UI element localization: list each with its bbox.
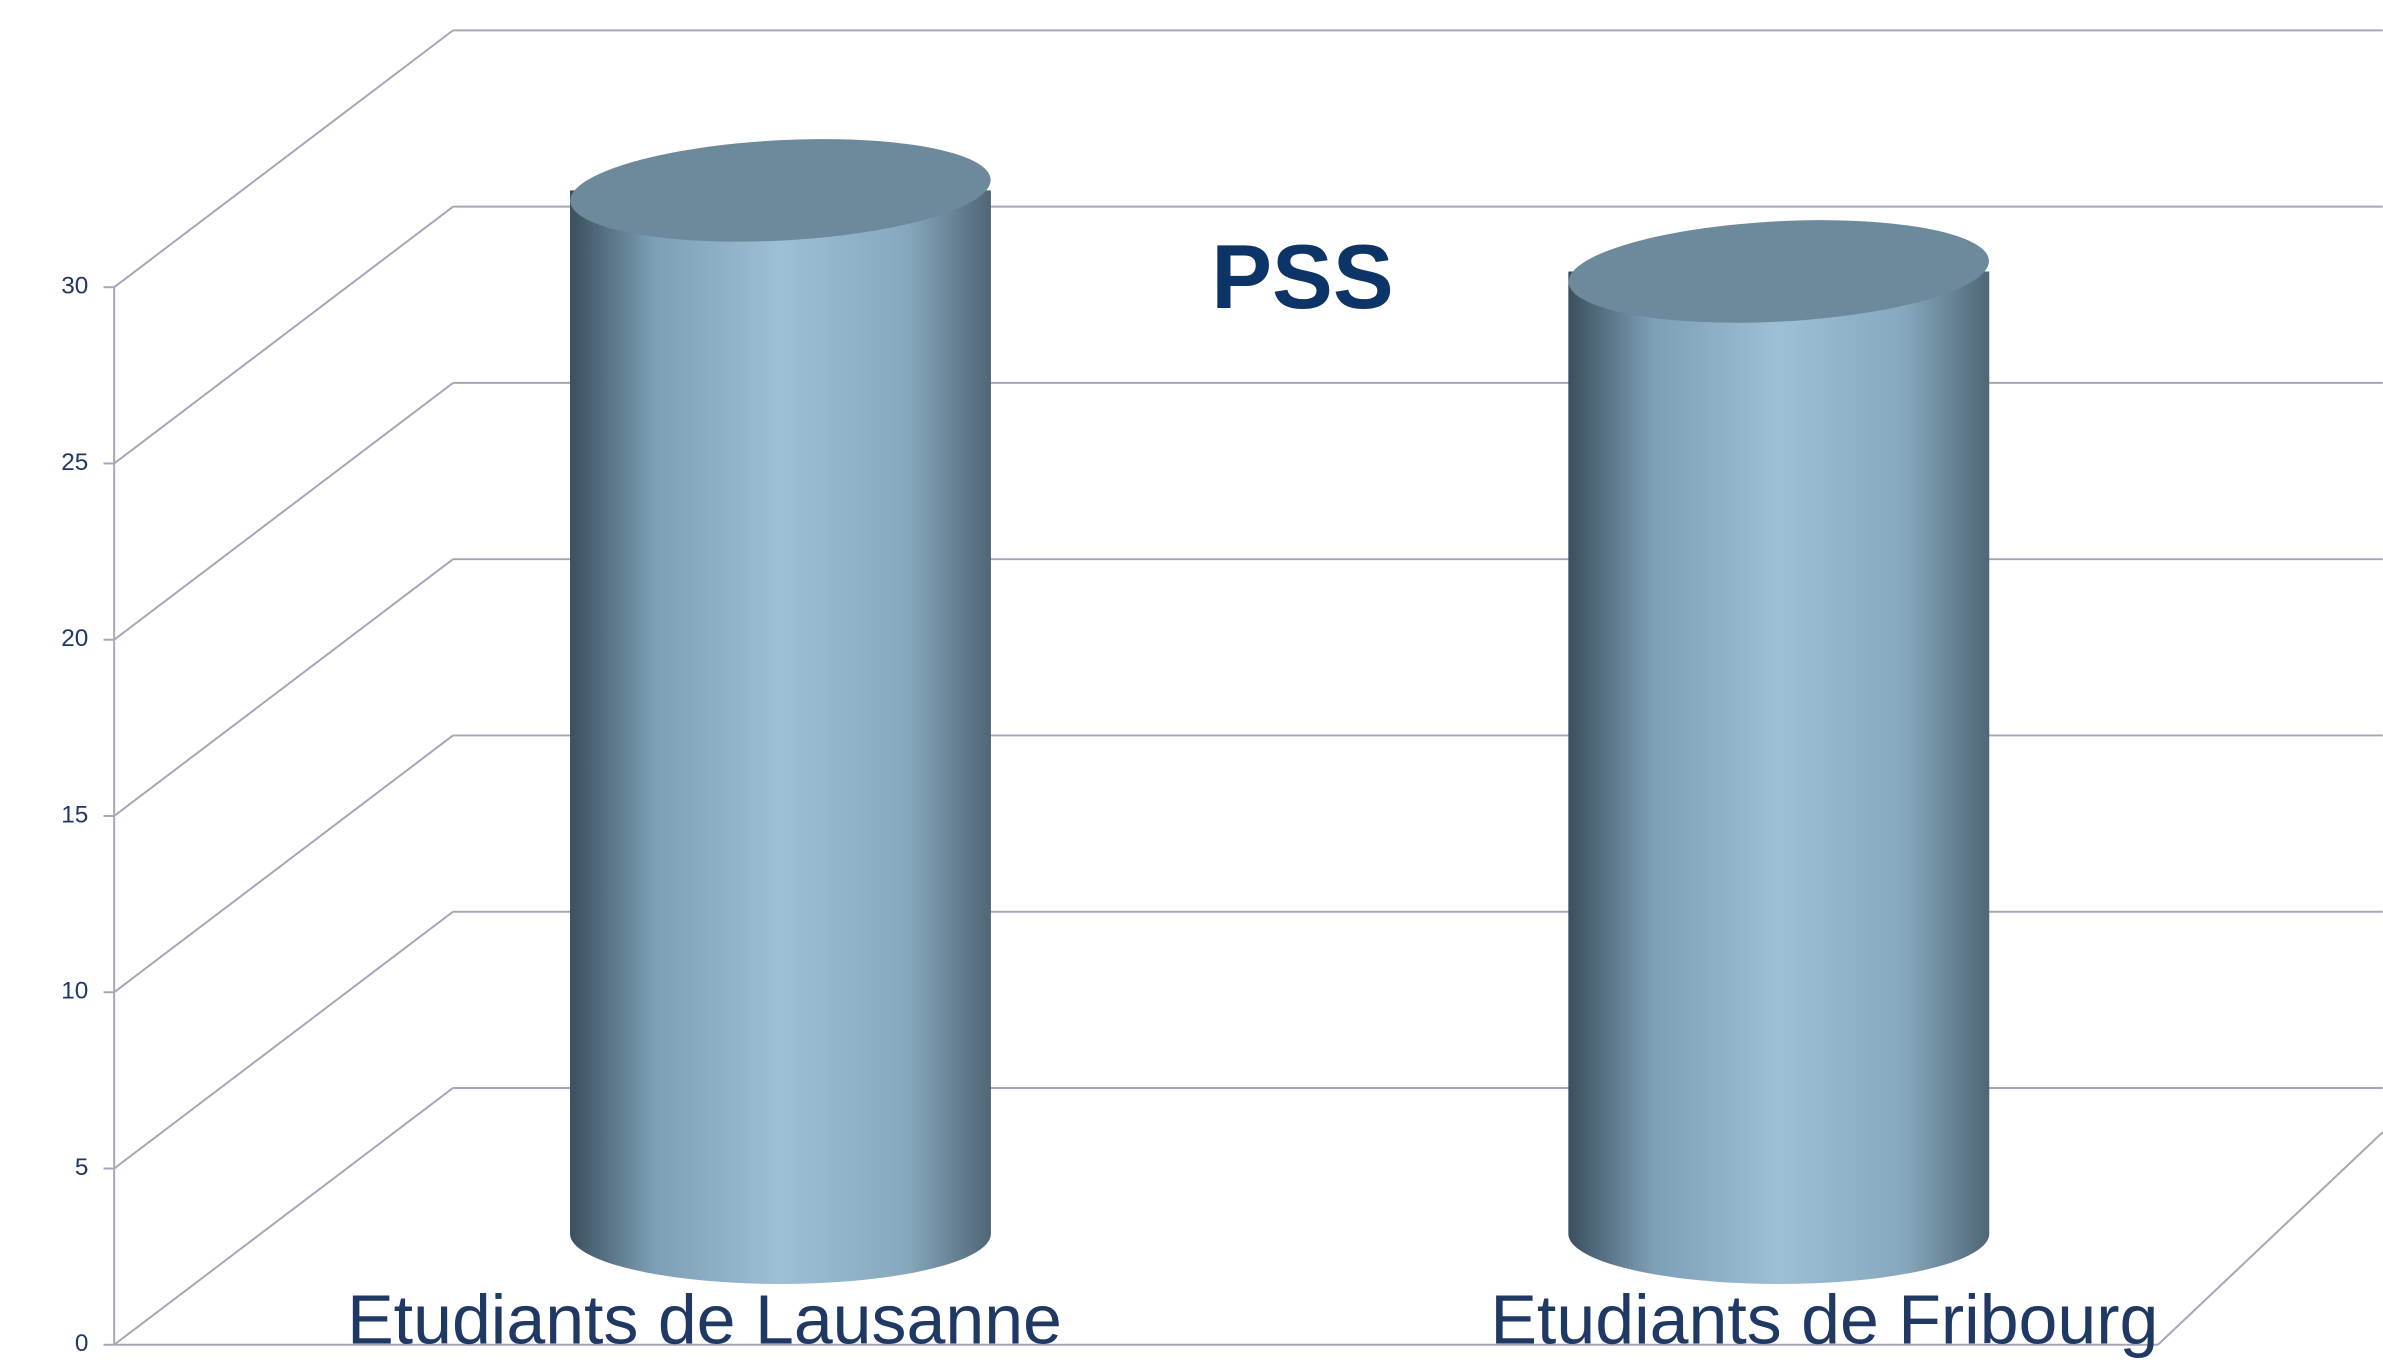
y-tick-label: 10: [61, 978, 88, 1005]
grid-line: [113, 382, 454, 641]
bar-top: [1568, 220, 1989, 323]
floor-edge: [2157, 1131, 2383, 1346]
x-tick-label: Etudiants de Fribourg: [1490, 1280, 2158, 1358]
bar: [1568, 220, 1990, 1284]
bar-body: [1568, 271, 1990, 1284]
x-tick-label: Etudiants de Lausanne: [347, 1280, 1062, 1358]
grid-line: [113, 29, 454, 288]
y-tick-label: 0: [75, 1330, 89, 1357]
grid-line: [113, 734, 454, 994]
grid-line: [113, 558, 454, 817]
y-tick-label: 5: [75, 1154, 89, 1181]
y-tick-label: 30: [61, 273, 88, 300]
grid-line: [113, 910, 454, 1170]
grid-line: [113, 1087, 454, 1346]
bar-body: [570, 190, 991, 1284]
chart-title: PSS: [1211, 226, 1393, 328]
y-tick-label: 20: [61, 625, 88, 652]
bar: [570, 139, 991, 1284]
y-tick-label: 15: [61, 801, 88, 828]
y-tick-label: 25: [61, 449, 88, 476]
bar-top: [570, 139, 991, 242]
grid-line: [113, 205, 454, 465]
